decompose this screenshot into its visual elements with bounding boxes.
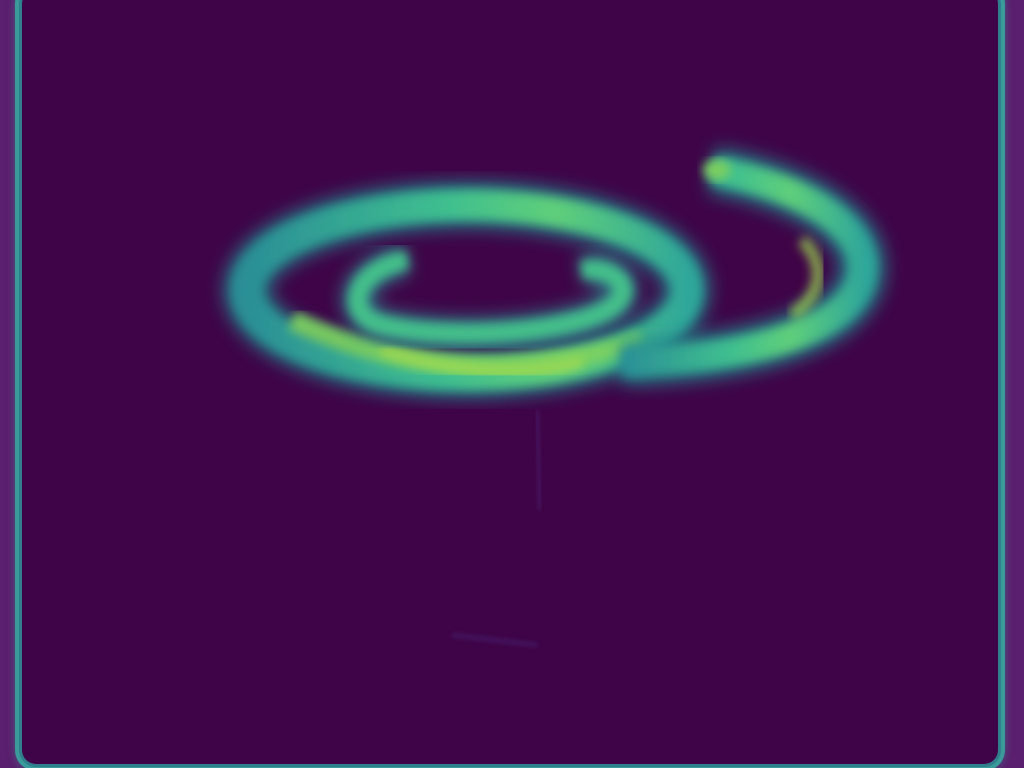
inner-ring [342,245,638,349]
outer-ring-highlight [287,310,646,377]
crosshair-icon [451,618,538,658]
spiral-tail [621,147,886,385]
faint-streak [535,409,542,511]
canvas-panel[interactable] [22,0,998,764]
heatmap-scene [224,147,886,658]
